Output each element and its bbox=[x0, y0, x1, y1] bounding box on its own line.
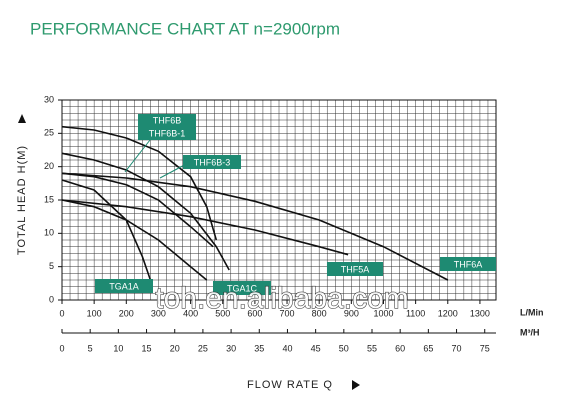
y-tick-label: 0 bbox=[49, 294, 54, 304]
legend-box bbox=[440, 257, 496, 271]
x2-tick-label: 75 bbox=[480, 343, 490, 353]
legend-box bbox=[213, 281, 271, 295]
arrow bbox=[18, 114, 26, 123]
x-tick-label: 200 bbox=[119, 308, 134, 318]
x-tick-label: 800 bbox=[312, 308, 327, 318]
x-tick-label: 700 bbox=[280, 308, 295, 318]
x2-tick-label: 10 bbox=[113, 343, 123, 353]
legend-box bbox=[327, 262, 383, 276]
arrow bbox=[352, 380, 360, 390]
chart-title: PERFORMANCE CHART AT n=2900rpm bbox=[30, 19, 340, 38]
legend-label: THF6A bbox=[454, 259, 483, 269]
curve bbox=[61, 125, 218, 241]
x-tick-label: 1300 bbox=[470, 308, 490, 318]
x-tick-label: 500 bbox=[215, 308, 230, 318]
curve bbox=[61, 172, 214, 248]
x-axis-label: FLOW RATE Q bbox=[247, 379, 333, 391]
legend-label: TGA1C bbox=[227, 283, 258, 293]
x2-tick-label: 65 bbox=[423, 343, 433, 353]
legend-label: THF6B-3 bbox=[194, 157, 231, 167]
x-tick-label: 600 bbox=[247, 308, 262, 318]
legend-box bbox=[95, 279, 153, 293]
x-unit: L/Min bbox=[520, 307, 544, 317]
x2-tick-label: 45 bbox=[311, 343, 321, 353]
y-axis-label: TOTAL HEAD H(M) bbox=[16, 145, 28, 255]
x-tick-label: 400 bbox=[183, 308, 198, 318]
x2-unit: M³/H bbox=[520, 327, 540, 337]
x2-tick-label: 55 bbox=[367, 343, 377, 353]
watermark: toh.en.alibaba.com bbox=[155, 282, 409, 315]
x2-tick-label: 5 bbox=[88, 343, 93, 353]
x-tick-label: 100 bbox=[87, 308, 102, 318]
legend-box bbox=[138, 114, 196, 126]
legend-label: THF6B bbox=[153, 115, 182, 125]
y-tick-label: 5 bbox=[49, 261, 54, 271]
x2-tick-label: 40 bbox=[282, 343, 292, 353]
y-tick-label: 30 bbox=[44, 94, 54, 104]
x2-tick-label: 20 bbox=[170, 343, 180, 353]
curve bbox=[61, 152, 230, 271]
curve bbox=[61, 179, 152, 281]
x-tick-label: 900 bbox=[344, 308, 359, 318]
x2-tick-label: 15 bbox=[142, 343, 152, 353]
x-tick-label: 1000 bbox=[373, 308, 393, 318]
legend-label: THF5A bbox=[341, 264, 370, 274]
x-tick-label: 0 bbox=[59, 308, 64, 318]
x2-tick-label: 70 bbox=[452, 343, 462, 353]
x-tick-label: 300 bbox=[151, 308, 166, 318]
y-tick-label: 15 bbox=[44, 194, 54, 204]
x2-tick-label: 25 bbox=[198, 343, 208, 353]
x2-tick-label: 50 bbox=[339, 343, 349, 353]
x2-tick-label: 30 bbox=[226, 343, 236, 353]
x2-tick-label: 35 bbox=[254, 343, 264, 353]
legend-label: THF6B-1 bbox=[149, 128, 186, 138]
x2-tick-label: 60 bbox=[395, 343, 405, 353]
legend-box bbox=[138, 126, 196, 140]
x-tick-label: 1200 bbox=[438, 308, 458, 318]
curve bbox=[61, 172, 449, 281]
x2-tick-label: 0 bbox=[59, 343, 64, 353]
legend-label: TGA1A bbox=[109, 281, 139, 291]
legend-box bbox=[183, 155, 241, 169]
y-tick-label: 10 bbox=[44, 228, 54, 238]
x-tick-label: 1100 bbox=[406, 308, 425, 318]
y-tick-label: 25 bbox=[44, 128, 54, 138]
curve bbox=[61, 199, 208, 281]
y-tick-label: 20 bbox=[44, 161, 54, 171]
curve bbox=[61, 199, 349, 256]
leader bbox=[124, 139, 151, 173]
